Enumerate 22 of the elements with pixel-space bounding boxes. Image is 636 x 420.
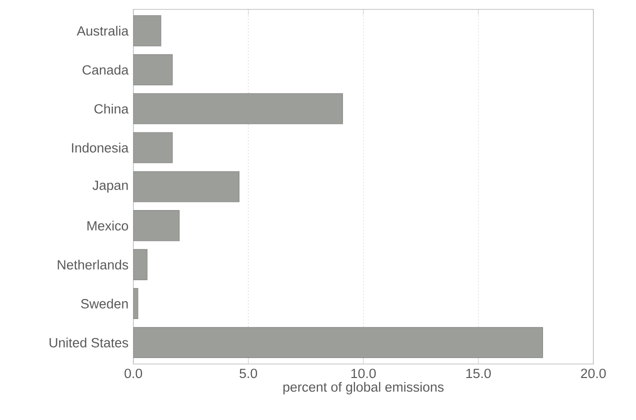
x-tick-label: 0.0 bbox=[124, 368, 142, 378]
bar bbox=[133, 171, 240, 202]
y-tick-label: United States bbox=[50, 338, 128, 348]
bar bbox=[133, 249, 148, 280]
x-axis-title: percent of global emissions bbox=[283, 382, 444, 394]
y-tick-label: Australia bbox=[76, 26, 129, 36]
x-tick-label: 10.0 bbox=[351, 368, 376, 378]
y-tick-label: Canada bbox=[82, 64, 129, 75]
y-tick-label: China bbox=[94, 104, 129, 114]
x-tick-label: 5.0 bbox=[240, 368, 258, 378]
bar bbox=[133, 132, 173, 164]
bar bbox=[133, 288, 138, 320]
bar bbox=[133, 54, 173, 86]
y-tick-label: Indonesia bbox=[72, 142, 129, 153]
y-tick-label: Sweden bbox=[81, 298, 128, 308]
bar bbox=[133, 210, 180, 242]
x-tick-label: 15.0 bbox=[466, 368, 491, 378]
x-tick-label: 20.0 bbox=[581, 368, 606, 378]
y-tick-label: Mexico bbox=[87, 220, 128, 231]
bar bbox=[133, 15, 162, 46]
y-tick-label: Netherlands bbox=[58, 260, 128, 270]
y-tick-label: Japan bbox=[92, 180, 128, 193]
